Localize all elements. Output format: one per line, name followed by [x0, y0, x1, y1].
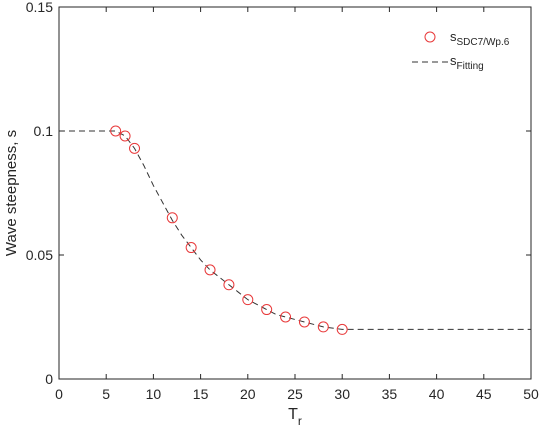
series-1-data-point [129, 142, 141, 154]
series-1-data-point [261, 304, 273, 316]
y-tick-label: 0.05 [26, 247, 53, 263]
legend-label-series-1: sSDC7/Wp.6 [450, 29, 510, 48]
legend: sSDC7/Wp.6 sFitting [412, 29, 510, 72]
legend-label-series-1-subscript: SDC7/Wp.6 [457, 37, 510, 48]
legend-label-series-2: sFitting [450, 53, 484, 72]
y-tick-label: 0 [45, 371, 53, 387]
legend-label-series-2-subscript: Fitting [457, 61, 484, 72]
x-tick-label: 0 [55, 386, 63, 402]
x-tick-label: 40 [429, 386, 445, 402]
x-axis-label: Tr [288, 406, 302, 428]
y-tick-label: 0.1 [34, 123, 54, 139]
series-1-data-point [223, 279, 235, 291]
x-tick-label: 5 [102, 386, 110, 402]
series-1-data-point [204, 264, 216, 276]
x-tick-label: 35 [382, 386, 398, 402]
legend-label-series-1-main: s [450, 29, 457, 44]
y-tick-label: 0.15 [26, 0, 53, 15]
x-tick-label: 30 [334, 386, 350, 402]
series-1-data-point [280, 311, 292, 323]
legend-label-series-2-main: s [450, 53, 457, 68]
series-1-data-point [119, 130, 131, 142]
y-axis-label: Wave steepness, s [3, 130, 20, 256]
legend-marker-series-1 [424, 31, 436, 43]
y-axis-ticks: 0 0.05 0.1 0.15 [26, 0, 531, 387]
x-axis-label-main: T [288, 406, 298, 423]
x-tick-label: 15 [193, 386, 209, 402]
series-1-data-point [336, 323, 348, 335]
x-tick-label: 50 [523, 386, 539, 402]
series-1-data-point [110, 125, 122, 137]
x-tick-label: 45 [476, 386, 492, 402]
series-1-data-point [185, 242, 197, 254]
x-tick-label: 10 [146, 386, 162, 402]
x-axis-ticks: 0 5 10 15 20 25 30 35 40 45 50 [55, 7, 539, 402]
series-1-data-point [298, 316, 310, 328]
x-tick-label: 25 [287, 386, 303, 402]
series-1-data-point [166, 212, 178, 224]
series-1-data-point [242, 294, 254, 306]
x-axis-label-subscript: r [298, 414, 302, 428]
plot-content [59, 125, 531, 335]
series-1-data-point [317, 321, 329, 333]
series-2-fitting-line [59, 130, 531, 330]
x-tick-label: 20 [240, 386, 256, 402]
